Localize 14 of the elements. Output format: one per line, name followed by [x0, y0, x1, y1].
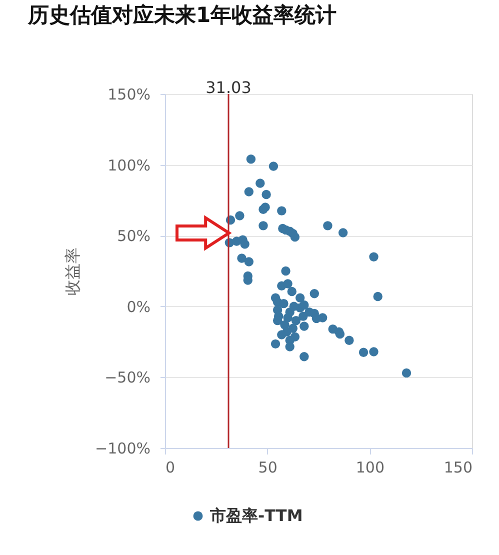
y-tick-label: 50%: [117, 227, 150, 246]
y-tick-label: 0%: [126, 298, 150, 316]
y-tick-label: −100%: [95, 440, 150, 458]
y-tick-label: 100%: [108, 156, 150, 174]
ref-line-label: 31.03: [206, 78, 252, 97]
y-axis-title: 收益率: [63, 248, 82, 296]
y-tick-label: −50%: [104, 368, 150, 387]
legend-label: 市盈率-TTM: [209, 506, 303, 525]
x-tick-label: 150: [444, 458, 472, 476]
y-tick-label: 150%: [108, 86, 150, 104]
chart-title: 历史估值对应未来1年收益率统计: [27, 3, 337, 27]
x-tick-label: 100: [356, 458, 384, 476]
x-tick-label: 50: [258, 458, 278, 476]
x-tick-label: 0: [166, 458, 176, 476]
